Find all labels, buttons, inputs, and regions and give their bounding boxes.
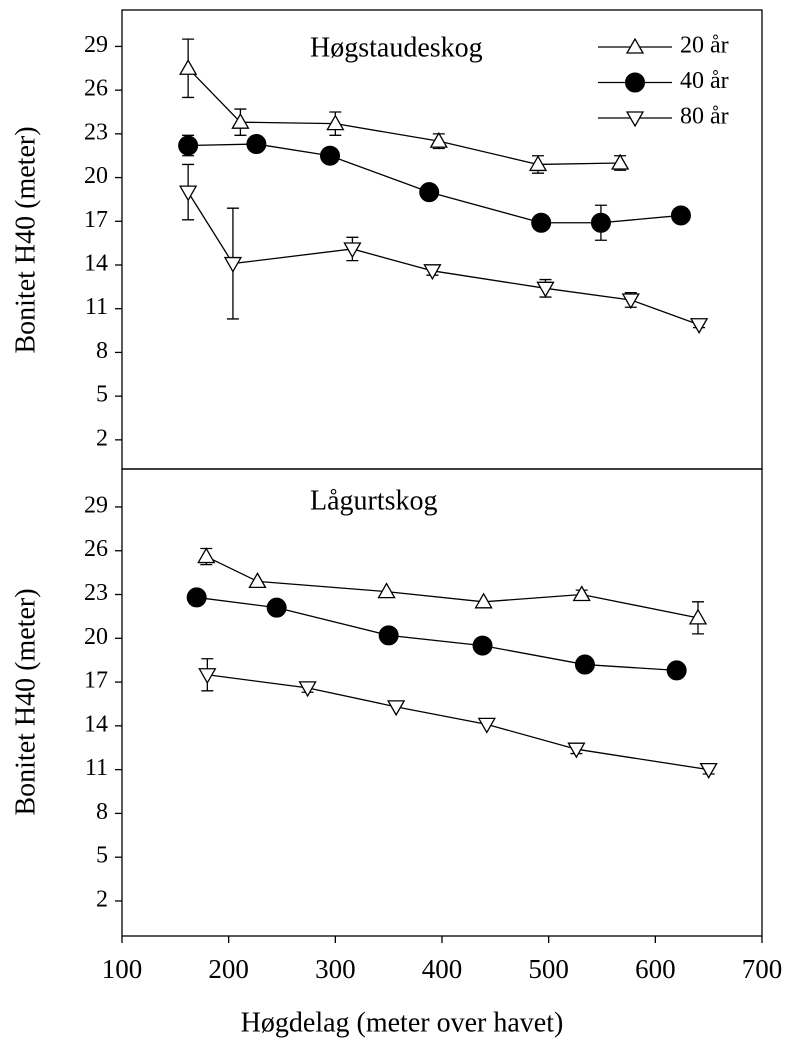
x-tick-label: 400 [422, 954, 463, 984]
y-tick-label: 26 [84, 76, 108, 102]
x-tick-label: 500 [528, 954, 569, 984]
data-point [688, 608, 708, 625]
y-tick-label: 29 [84, 32, 108, 58]
legend-label: 40 år [680, 68, 729, 94]
data-point [423, 264, 442, 281]
data-point [246, 134, 267, 155]
x-tick-label: 300 [315, 954, 356, 984]
legend-marker [625, 111, 645, 128]
data-point [429, 131, 448, 148]
x-tick-label: 200 [208, 954, 249, 984]
plot-frame [121, 468, 763, 937]
data-point [266, 597, 287, 618]
y-tick-label: 5 [96, 843, 108, 869]
y-tick-label: 8 [96, 799, 108, 825]
legend-label: 80 år [680, 104, 729, 130]
y-tick-label: 2 [96, 886, 108, 912]
series-line [205, 555, 699, 619]
data-point [689, 318, 709, 335]
x-tick-label: 700 [742, 954, 783, 984]
data-point [387, 700, 406, 717]
y-tick-label: 2 [96, 425, 108, 451]
series-line [188, 143, 681, 224]
data-point [320, 145, 340, 166]
data-point [179, 185, 198, 202]
data-point [326, 114, 345, 131]
y-tick-label: 23 [84, 119, 108, 145]
y-tick-label: 20 [84, 163, 108, 189]
x-tick-label: 600 [635, 954, 676, 984]
y-tick-label: 26 [84, 536, 108, 562]
data-point [178, 135, 199, 156]
data-point [528, 155, 548, 172]
y-tick-label: 11 [85, 294, 108, 320]
data-point [179, 58, 198, 75]
data-point [477, 717, 496, 734]
data-point [248, 572, 267, 589]
data-point [231, 112, 250, 129]
data-point [572, 585, 591, 602]
y-tick-label: 17 [84, 207, 108, 233]
legend-marker [625, 37, 645, 54]
y-tick-label: 11 [85, 755, 108, 781]
y-axis-label: Bonitet H40 (meter) [10, 126, 41, 353]
x-tick-label: 100 [102, 954, 143, 984]
y-tick-label: 5 [96, 382, 108, 408]
data-point [611, 153, 630, 170]
data-point [377, 582, 396, 599]
y-tick-label: 14 [84, 251, 108, 277]
data-point [186, 587, 207, 608]
data-point [223, 256, 243, 273]
data-point [474, 592, 493, 609]
data-point [419, 182, 440, 203]
y-tick-label: 8 [96, 338, 108, 364]
y-tick-label: 20 [84, 624, 108, 650]
y-tick-label: 14 [84, 711, 108, 737]
data-point [198, 668, 217, 685]
data-point [378, 625, 399, 646]
panel-title: Høgstaudeskog [310, 32, 483, 63]
data-point [531, 212, 552, 233]
series-line [187, 191, 700, 326]
data-point [298, 681, 317, 698]
y-axis-label: Bonitet H40 (meter) [10, 588, 41, 815]
data-point [472, 635, 493, 656]
series-line [196, 596, 677, 672]
panel-title: Lågurtskog [310, 485, 438, 516]
data-point [666, 660, 687, 681]
data-point [621, 293, 640, 310]
data-point [670, 205, 691, 226]
legend-marker [625, 72, 645, 93]
data-point [590, 212, 611, 233]
data-point [536, 281, 555, 298]
y-tick-label: 17 [84, 668, 108, 694]
series-line [187, 67, 621, 166]
data-point [343, 242, 362, 259]
series-line [207, 674, 709, 771]
y-tick-label: 23 [84, 580, 108, 606]
data-point [699, 762, 718, 779]
legend-label: 20 år [680, 33, 729, 59]
data-point [567, 742, 586, 759]
x-axis-label: Høgdelag (meter over havet) [241, 1007, 564, 1038]
data-point [197, 547, 216, 564]
y-tick-label: 29 [84, 492, 108, 518]
data-point [574, 654, 595, 675]
